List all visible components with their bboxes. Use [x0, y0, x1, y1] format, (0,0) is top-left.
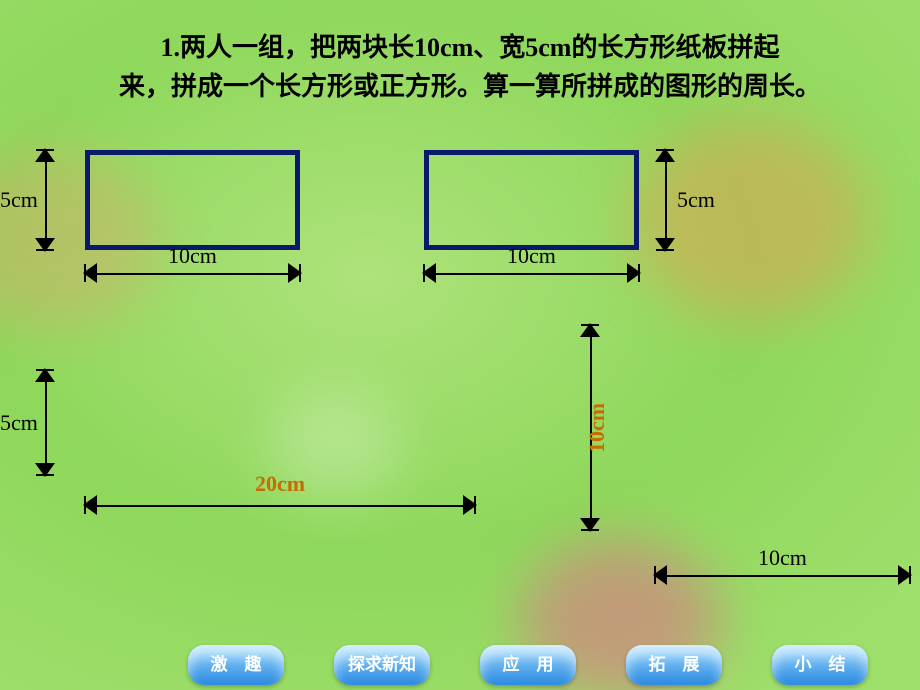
nav-button[interactable]: 拓 展 [626, 645, 722, 685]
rectangle [424, 150, 639, 250]
dim-square-height: 10cm [590, 325, 592, 530]
problem-title: 1.两人一组，把两块长10cm、宽5cm的长方形纸板拼起来，拼成一个长方形或正方… [70, 28, 870, 106]
dimension-label: 10cm [424, 243, 639, 269]
dimension-label: 5cm [0, 410, 38, 436]
dimension-label: 5cm [677, 187, 715, 213]
dim-combined-height: 5cm [45, 370, 47, 475]
dimension-label: 10cm [85, 243, 300, 269]
dim-rect2-width: 10cm [424, 273, 639, 275]
dimension-label: 10cm [584, 402, 610, 452]
dimension-label: 20cm [85, 471, 475, 497]
title-line-2: 来，拼成一个长方形或正方形。算一算所拼成的图形的周长。 [70, 67, 870, 106]
nav-button[interactable]: 小 结 [772, 645, 868, 685]
dim-combined-width: 20cm [85, 505, 475, 507]
dim-rect1-height: 5cm [45, 150, 47, 250]
dimension-label: 10cm [655, 545, 910, 571]
nav-button[interactable]: 激 趣 [188, 645, 284, 685]
dim-rect2-height: 5cm [665, 150, 667, 250]
title-line-1: 1.两人一组，把两块长10cm、宽5cm的长方形纸板拼起 [70, 28, 870, 67]
dim-rect1-width: 10cm [85, 273, 300, 275]
slide-stage: 1.两人一组，把两块长10cm、宽5cm的长方形纸板拼起来，拼成一个长方形或正方… [0, 0, 920, 690]
dimension-label: 5cm [0, 187, 38, 213]
rectangle [85, 150, 300, 250]
nav-button[interactable]: 应 用 [480, 645, 576, 685]
dim-square-width: 10cm [655, 575, 910, 577]
nav-button[interactable]: 探求新知 [334, 645, 430, 685]
